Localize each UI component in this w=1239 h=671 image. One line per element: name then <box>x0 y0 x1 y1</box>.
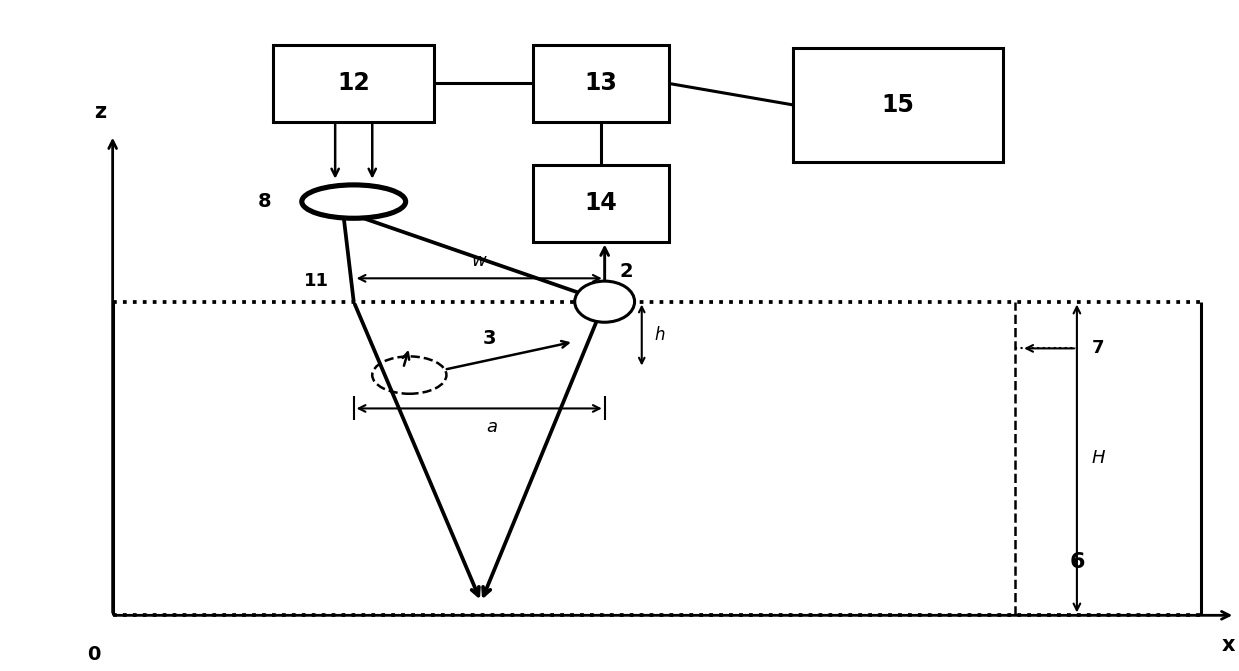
Bar <box>793 48 1002 162</box>
Text: h: h <box>654 326 664 344</box>
Bar <box>533 45 669 121</box>
Text: w: w <box>472 252 487 270</box>
Text: 11: 11 <box>304 272 330 290</box>
Text: 8: 8 <box>258 192 271 211</box>
Bar <box>533 165 669 242</box>
Text: 2: 2 <box>620 262 633 281</box>
Text: 14: 14 <box>585 191 617 215</box>
Text: 15: 15 <box>881 93 914 117</box>
Text: 7: 7 <box>1092 340 1104 358</box>
Text: 13: 13 <box>585 71 617 95</box>
Text: 12: 12 <box>337 71 370 95</box>
Text: H: H <box>1092 450 1105 468</box>
Ellipse shape <box>302 185 405 218</box>
Text: x: x <box>1222 635 1235 656</box>
Text: 0: 0 <box>88 646 100 664</box>
Text: 6: 6 <box>1069 552 1084 572</box>
Text: a: a <box>486 419 497 436</box>
Text: 3: 3 <box>483 329 497 348</box>
Text: z: z <box>94 101 107 121</box>
Ellipse shape <box>575 281 634 322</box>
Bar <box>274 45 434 121</box>
